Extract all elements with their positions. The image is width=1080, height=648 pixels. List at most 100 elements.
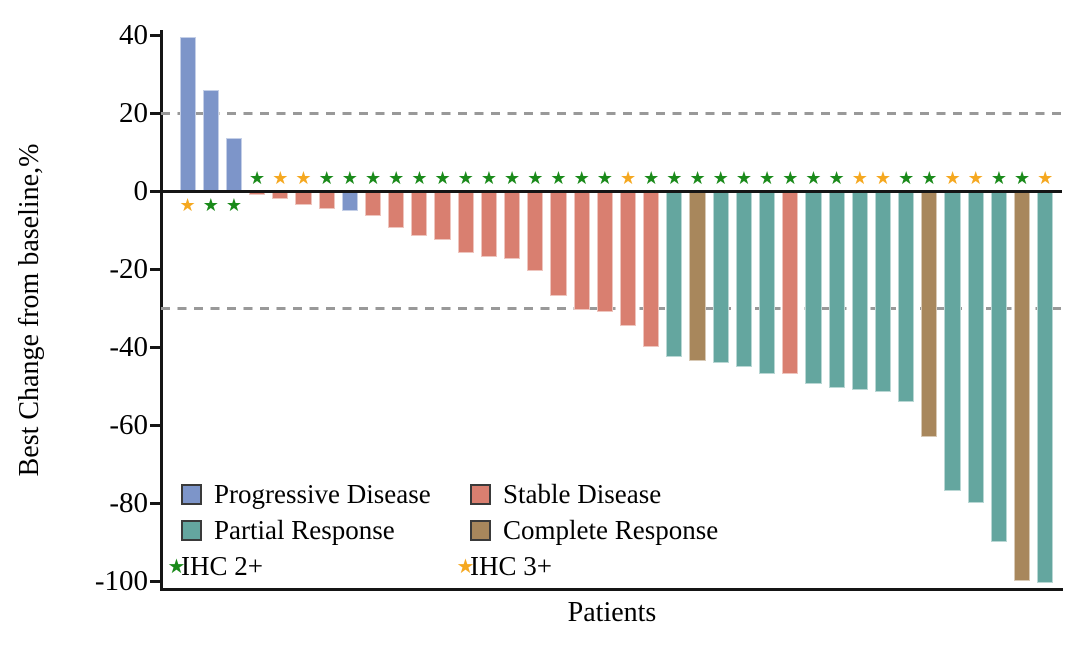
patient-bar bbox=[573, 191, 590, 310]
ihc-star-icon: ★ bbox=[967, 168, 984, 189]
legend-item-progressive-disease: Progressive Disease bbox=[181, 479, 470, 510]
y-tick-label: 40 bbox=[119, 19, 148, 51]
patient-bar bbox=[527, 191, 544, 271]
legend-label: Partial Response bbox=[214, 515, 395, 546]
ihc-star-icon: ★ bbox=[202, 195, 219, 216]
y-tick-label: -40 bbox=[109, 331, 148, 363]
ihc-star-icon: ★ bbox=[388, 168, 405, 189]
patient-bar bbox=[619, 191, 637, 326]
legend-label: Stable Disease bbox=[503, 479, 662, 510]
y-tick-mark bbox=[150, 345, 160, 349]
patient-bar bbox=[898, 191, 915, 402]
y-tick-mark bbox=[150, 501, 160, 505]
patient-bar bbox=[1037, 191, 1054, 583]
legend-label: IHC 2+ bbox=[181, 550, 263, 581]
ihc-star-icon: ★ bbox=[249, 168, 266, 189]
legend-item-partial-response: Partial Response bbox=[181, 515, 470, 546]
y-tick-mark bbox=[150, 189, 160, 193]
reference-line-20 bbox=[161, 112, 1062, 115]
ihc-star-icon: ★ bbox=[295, 168, 312, 189]
ihc-star-icon: ★ bbox=[318, 168, 335, 189]
ihc-star-icon: ★ bbox=[805, 168, 822, 189]
legend: Progressive Disease Stable Disease Parti… bbox=[168, 477, 800, 584]
y-tick-mark bbox=[150, 111, 160, 115]
patient-bar bbox=[295, 191, 312, 205]
ihc-star-icon: ★ bbox=[504, 168, 521, 189]
legend-item-stable-disease: Stable Disease bbox=[470, 479, 800, 510]
ihc3-star-icon: ★ bbox=[456, 553, 475, 578]
patient-bar bbox=[202, 89, 219, 191]
patient-bar bbox=[782, 191, 799, 375]
ihc-star-icon: ★ bbox=[550, 168, 567, 189]
patient-bar bbox=[712, 191, 729, 363]
patient-bar bbox=[318, 191, 335, 209]
ihc-star-icon: ★ bbox=[851, 168, 868, 189]
x-axis-title: Patients bbox=[567, 597, 657, 628]
complete-response-swatch bbox=[470, 520, 491, 542]
ihc-star-icon: ★ bbox=[573, 168, 590, 189]
legend-item-complete-response: Complete Response bbox=[470, 515, 800, 546]
y-tick-label: -60 bbox=[109, 409, 148, 441]
ihc-star-icon: ★ bbox=[527, 168, 544, 189]
ihc-star-icon: ★ bbox=[689, 168, 706, 189]
ihc-star-icon: ★ bbox=[782, 168, 799, 189]
ihc-star-icon: ★ bbox=[272, 168, 289, 189]
patient-bar bbox=[341, 191, 358, 211]
patient-bar bbox=[364, 191, 382, 217]
ihc-star-icon: ★ bbox=[666, 168, 683, 189]
x-axis-line bbox=[160, 588, 1063, 591]
patient-bar bbox=[851, 191, 868, 390]
patient-bar bbox=[411, 191, 428, 236]
progressive-disease-swatch bbox=[181, 484, 202, 506]
legend-label: Progressive Disease bbox=[214, 479, 431, 510]
patient-bar bbox=[179, 36, 196, 191]
y-tick-mark bbox=[150, 267, 160, 271]
y-tick-label: -20 bbox=[109, 253, 148, 285]
patient-bar bbox=[504, 191, 521, 260]
ihc2-star-icon: ★ bbox=[167, 553, 186, 578]
ihc-star-icon: ★ bbox=[341, 168, 358, 189]
ihc-star-icon: ★ bbox=[1037, 168, 1054, 189]
zero-baseline bbox=[161, 189, 1062, 193]
ihc-star-icon: ★ bbox=[643, 168, 660, 189]
y-tick-label: -80 bbox=[109, 487, 148, 519]
y-tick-label: -100 bbox=[94, 565, 148, 597]
patient-bar bbox=[874, 191, 892, 392]
patient-bar bbox=[480, 191, 498, 258]
ihc-star-icon: ★ bbox=[874, 168, 892, 189]
ihc-star-icon: ★ bbox=[735, 168, 752, 189]
ihc-star-icon: ★ bbox=[480, 168, 497, 189]
patient-bar bbox=[666, 191, 683, 357]
partial-response-swatch bbox=[181, 520, 202, 542]
legend-item-ihc2: ★ IHC 2+ bbox=[168, 550, 470, 582]
patient-bar bbox=[735, 191, 752, 367]
y-axis-line bbox=[160, 30, 163, 591]
legend-label: Complete Response bbox=[503, 515, 719, 546]
ihc-star-icon: ★ bbox=[179, 195, 196, 216]
patient-bar bbox=[967, 191, 984, 503]
ihc-star-icon: ★ bbox=[712, 168, 729, 189]
patient-bar bbox=[434, 191, 451, 240]
patient-bar bbox=[457, 191, 474, 254]
ihc-star-icon: ★ bbox=[944, 168, 961, 189]
patient-bar bbox=[550, 191, 567, 297]
ihc-star-icon: ★ bbox=[596, 168, 613, 189]
patient-bar bbox=[990, 191, 1007, 542]
stable-disease-swatch bbox=[470, 484, 491, 506]
y-tick-mark bbox=[150, 33, 160, 37]
patient-bar bbox=[225, 138, 243, 191]
y-tick-mark bbox=[150, 579, 160, 583]
patient-bar bbox=[643, 191, 660, 347]
ihc-star-icon: ★ bbox=[225, 195, 243, 216]
ihc-star-icon: ★ bbox=[434, 168, 451, 189]
ihc-star-icon: ★ bbox=[759, 168, 776, 189]
ihc-star-icon: ★ bbox=[921, 168, 938, 189]
ihc-star-icon: ★ bbox=[898, 168, 915, 189]
y-tick-mark bbox=[150, 423, 160, 427]
ihc-star-icon: ★ bbox=[990, 168, 1007, 189]
patient-bar bbox=[805, 191, 822, 385]
patient-bar bbox=[1013, 191, 1031, 581]
legend-item-ihc3: ★ IHC 3+ bbox=[457, 551, 800, 582]
patient-bar bbox=[388, 191, 405, 229]
